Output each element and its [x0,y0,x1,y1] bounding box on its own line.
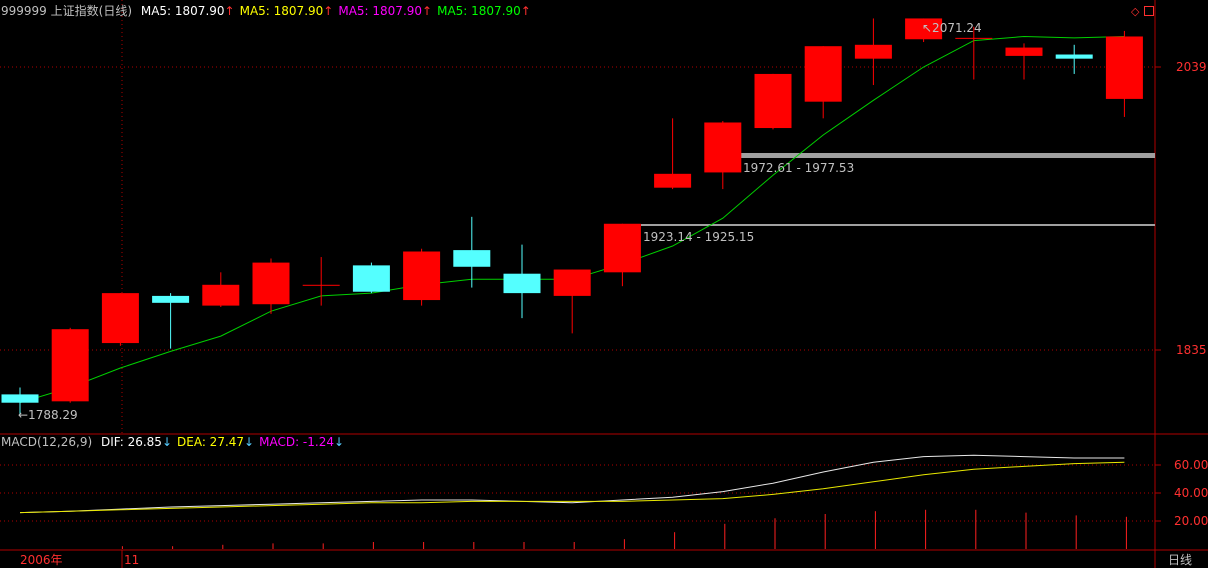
candlesticks[interactable] [1,18,1143,415]
price-tick-label: 2039 [1176,60,1207,74]
candlestick[interactable] [704,121,742,190]
arrow-up-icon: ↑ [520,4,531,18]
candle-body [202,284,240,306]
chart-text: 1835 2039 60.00 40.00 20.00 1972.61 - 1977.53… [18,21,1208,528]
macd-tick-label: 20.00 [1174,514,1208,528]
candle-body [704,122,742,173]
candle-body [654,173,692,188]
candlestick[interactable] [403,248,441,306]
candle-body [804,46,842,102]
candlestick[interactable] [955,26,993,80]
arrow-down-icon: ↓ [244,435,255,449]
chart-header: 999999 上证指数(日线) MA5: 1807.90↑ MA5: 1807.9… [1,4,531,18]
candlestick[interactable] [101,293,139,346]
candlestick[interactable] [302,257,340,306]
candle-body [1055,54,1093,59]
dea-line [19,461,1125,514]
price-band-upper-label: 1972.61 - 1977.53 [743,161,854,175]
candlestick[interactable] [252,258,290,314]
ma-legend-item: MA5: 1807.90 [437,4,521,18]
candle-body [1105,36,1143,99]
macd-tick-label: 40.00 [1174,486,1208,500]
price-band-markers [641,153,1155,226]
price-band-lower [641,224,1155,226]
candle-body [352,265,390,292]
arrow-up-icon: ↑ [422,4,433,18]
ma-legend-item: MA5: 1807.90 [239,4,324,18]
candle-body [754,73,792,129]
candlestick[interactable] [453,216,491,288]
macd-title: MACD(12,26,9) [1,435,93,449]
candlestick[interactable] [503,244,541,319]
date-label-month: 11 [124,553,140,567]
candle-body [152,295,190,303]
candle-body [503,273,541,294]
date-label-year: 2006年 [20,553,63,567]
candlestick[interactable] [1005,43,1043,80]
candle-body [403,251,441,301]
low-annotation: ←1788.29 [18,408,78,422]
candlestick[interactable] [1105,30,1143,117]
candle-body [252,262,290,305]
candlestick[interactable] [553,269,591,334]
symbol-code: 999999 [1,4,47,18]
candle-body [101,293,139,344]
arrow-up-icon: ↑ [323,4,334,18]
candlestick[interactable] [1,387,39,415]
ma-legend-item: MA5: 1807.90 [140,4,225,18]
macd-panel [19,454,1127,549]
macd-legend-item: MACD: -1.24 [259,435,334,449]
price-band-upper [741,153,1155,158]
candle-body [453,250,491,267]
candlestick[interactable] [854,18,892,86]
macd-tick-label: 60.00 [1174,458,1208,472]
arrow-down-icon: ↓ [333,435,345,449]
period-label[interactable]: 日线 [1168,553,1193,567]
symbol-name: 上证指数(日线) [50,4,133,18]
candle-body [603,223,641,273]
maximize-icon[interactable] [1144,6,1154,16]
arrow-up-icon: ↑ [224,4,235,18]
restore-icon[interactable]: ◇ [1131,5,1140,18]
macd-legend-item: DEA: 27.47 [177,435,245,449]
grid-lines [0,66,1161,522]
macd-legend: DIF: 26.85↓ DEA: 27.47↓ MACD: -1.24↓ [96,435,344,449]
candlestick[interactable] [352,262,390,294]
candle-body [955,37,993,39]
candlestick[interactable] [51,327,89,403]
candlestick[interactable] [654,118,692,190]
candlestick[interactable] [202,272,240,307]
dif-line [19,454,1125,514]
macd-legend-item: DIF: 26.85 [100,435,162,449]
arrow-down-icon: ↓ [161,435,172,449]
macd-header: MACD(12,26,9) DIF: 26.85↓ DEA: 27.47↓ MACD… [1,435,344,449]
candle-body [1,394,39,403]
candlestick[interactable] [905,18,943,43]
candlestick[interactable] [152,293,190,349]
candlestick[interactable] [603,223,641,287]
candle-body [854,44,892,59]
ma5-line [19,35,1125,404]
candle-body [553,269,591,296]
high-annotation: ↖2071.24 [922,21,982,35]
candlestick[interactable] [1055,44,1093,74]
price-band-lower-label: 1923.14 - 1925.15 [643,230,754,244]
ma-legend: MA5: 1807.90↑ MA5: 1807.90↑ MA5: 1807.90↑ M… [136,4,531,18]
candle-body [51,329,89,402]
candle-body [1005,47,1043,56]
candlestick[interactable] [804,46,842,119]
candlestick[interactable] [754,73,792,130]
ma-line [19,35,1125,404]
ma-legend-item: MA5: 1807.90 [338,4,423,18]
price-tick-label: 1835 [1176,343,1207,357]
candle-body [302,284,340,286]
candle-body [905,18,943,40]
